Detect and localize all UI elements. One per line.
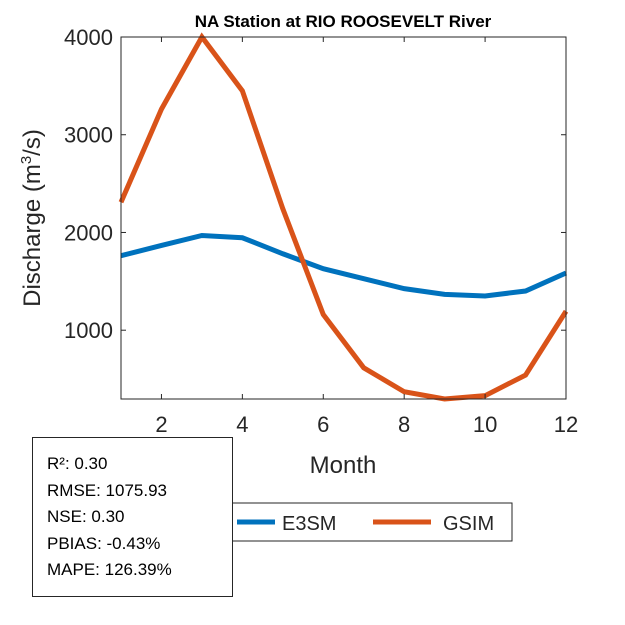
chart-title: NA Station at RIO ROOSEVELT River [195, 12, 492, 31]
x-tick-label: 6 [317, 412, 329, 437]
legend-label-gsim: GSIM [443, 513, 494, 535]
series-line-e3sm [120, 232, 568, 299]
y-tick-label: 2000 [64, 220, 113, 245]
stat-mape: MAPE: 126.39% [47, 560, 172, 579]
series-line-gsim [118, 32, 569, 402]
y-tick-label: 1000 [64, 318, 113, 343]
stats-box: R²: 0.30 RMSE: 1075.93 NSE: 0.30 PBIAS: … [32, 437, 233, 597]
y-axis-label: Discharge (m3/s) [18, 129, 46, 307]
legend-label-e3sm: E3SM [282, 513, 336, 535]
x-tick-label: 4 [236, 412, 248, 437]
x-tick-label: 10 [473, 412, 497, 437]
stat-r2: R²: 0.30 [47, 454, 108, 473]
y-tick-label: 4000 [64, 25, 113, 50]
stat-nse: NSE: 0.30 [47, 507, 125, 526]
x-axis-label: Month [310, 452, 377, 479]
stat-rmse: RMSE: 1075.93 [47, 480, 168, 500]
x-tick-label: 12 [554, 412, 578, 437]
x-tick-label: 2 [155, 412, 167, 437]
legend: E3SM GSIM [199, 502, 513, 542]
axes-box [120, 36, 567, 400]
x-tick-label: 8 [398, 412, 410, 437]
stat-pbias: PBIAS: -0.43% [47, 533, 161, 553]
y-tick-label: 3000 [64, 123, 113, 148]
